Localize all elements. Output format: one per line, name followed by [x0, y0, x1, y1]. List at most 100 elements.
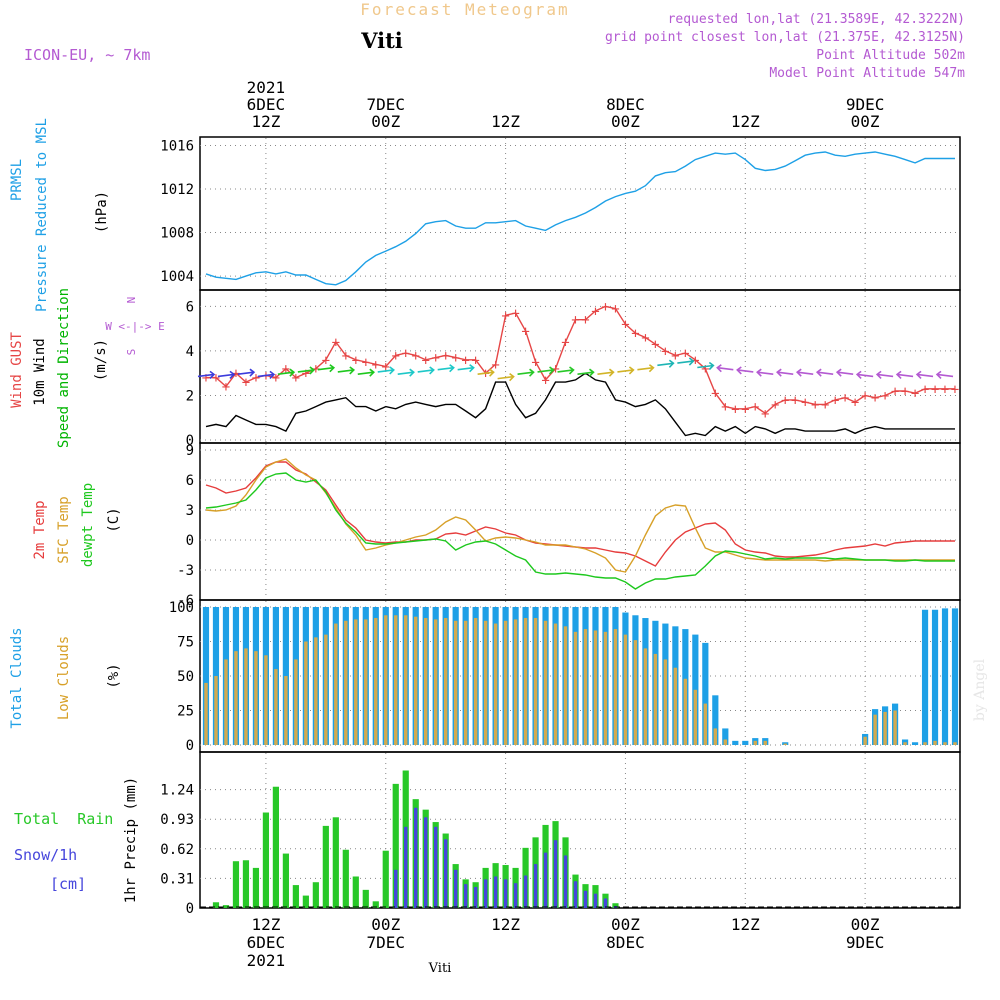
wind-direction-arrow-head: [915, 370, 922, 379]
wind-direction-arrow-head: [736, 366, 742, 375]
wind-direction-arrow: [217, 373, 235, 378]
wind-direction-arrow: [437, 366, 454, 371]
gust-marker: +: [741, 402, 749, 418]
wind-direction-arrow: [717, 366, 734, 371]
bar-low-clouds: [334, 623, 338, 745]
gust-marker: +: [402, 346, 410, 362]
clouds-unit: (%): [106, 663, 122, 688]
gust-marker: +: [222, 380, 230, 396]
bar-low-clouds: [873, 714, 877, 745]
temperature-ytick-label: -6: [177, 593, 194, 609]
model-label: ICON-EU, ~ 7km: [24, 46, 150, 64]
gust-marker: +: [931, 382, 939, 398]
bar-total-rain: [322, 825, 329, 908]
bar-snow-1h: [394, 869, 398, 908]
bottom-time-label: 00Z: [851, 915, 880, 934]
wind-direction-arrow: [357, 371, 374, 375]
bar-low-clouds: [274, 669, 278, 745]
bar-low-clouds: [673, 667, 678, 745]
gust-marker: +: [771, 397, 779, 413]
gust-marker: +: [491, 357, 499, 373]
top-time-label: 12Z: [251, 112, 280, 131]
top-time-label: 12Z: [731, 112, 760, 131]
wind-direction-arrow-head: [855, 370, 862, 379]
wind-direction-arrow-head: [229, 370, 236, 379]
temperature-frame: [199, 442, 961, 601]
wind-direction-arrow-head: [409, 368, 415, 377]
gust-marker: +: [461, 353, 469, 369]
pressure-label-prmsl: PRMSL: [9, 159, 25, 201]
bar-total-clouds: [911, 742, 919, 745]
gust-marker: +: [332, 335, 340, 351]
gust-marker: +: [891, 384, 899, 400]
bar-total-rain: [262, 812, 270, 908]
wind-direction-arrow-head: [776, 368, 782, 377]
wind-ytick-label: 2: [186, 388, 194, 404]
gust-marker: +: [232, 366, 240, 382]
top-time-label: 7DEC: [366, 95, 405, 114]
gust-marker: +: [851, 395, 859, 411]
gust-marker: +: [531, 355, 539, 371]
bar-snow-1h: [453, 869, 458, 908]
bar-low-clouds: [513, 619, 518, 745]
series-line-prmsl: [205, 151, 955, 286]
wind-direction-arrow: [617, 369, 634, 373]
wind-direction-arrow-head: [628, 366, 635, 375]
bottom-time-label: 9DEC: [846, 933, 885, 952]
bar-low-clouds: [763, 740, 767, 745]
gust-marker: +: [621, 317, 629, 333]
wind-gust-label: Wind GUST: [9, 332, 25, 408]
gust-marker: +: [272, 371, 280, 387]
bar-low-clouds: [613, 629, 618, 745]
wind-direction-arrow: [237, 371, 255, 375]
bar-low-clouds: [893, 710, 897, 745]
temperature-panel-labels: 2m Temp SFC Temp dewpt Temp (C): [32, 483, 122, 567]
gust-marker: +: [302, 366, 310, 382]
temperature-ytick-label: 3: [186, 503, 194, 519]
series-line-10m-wind: [205, 372, 955, 437]
bar-low-clouds: [783, 743, 787, 745]
gust-marker: +: [561, 335, 569, 351]
wind-direction-arrow-head: [509, 372, 515, 382]
bar-low-clouds: [244, 648, 248, 745]
wind-direction-arrow-head: [815, 368, 822, 377]
series-line-2m-temp: [205, 461, 955, 567]
panel-clouds: 0 25 50 75 100: [169, 599, 961, 754]
gust-marker: +: [431, 351, 439, 367]
compass-south: S: [125, 349, 138, 356]
wind-direction-arrow-head: [209, 370, 216, 379]
series-line-dewpt-temp: [205, 472, 955, 590]
bar-low-clouds: [543, 620, 548, 745]
bar-total-clouds: [732, 740, 739, 745]
wind-direction-arrow: [517, 371, 534, 375]
bar-snow-1h: [603, 898, 608, 908]
wind-direction-arrow-head: [935, 370, 942, 379]
wind-direction-arrow-head: [449, 364, 455, 373]
bar-low-clouds: [903, 742, 907, 745]
bar-low-clouds: [324, 634, 328, 745]
top-time-label: 8DEC: [606, 95, 645, 114]
bottom-time-label: 12Z: [731, 915, 760, 934]
bottom-time-label: 2021: [247, 951, 286, 970]
bar-low-clouds: [433, 619, 438, 745]
bar-low-clouds: [663, 659, 668, 745]
bar-low-clouds: [693, 689, 698, 745]
wind-direction-arrow-head: [269, 370, 276, 379]
gust-marker: +: [941, 382, 949, 398]
bar-total-rain: [362, 889, 369, 908]
bar-low-clouds: [923, 742, 927, 745]
gust-marker: +: [901, 384, 909, 400]
gust-marker: +: [511, 306, 519, 322]
clouds-panel-labels: Total Clouds Low Clouds (%): [9, 627, 122, 728]
requested-coords: requested lon,lat (21.3589E, 42.3222N): [668, 12, 965, 27]
bar-low-clouds: [264, 655, 268, 745]
wind-direction-arrow-head: [548, 366, 555, 375]
bar-low-clouds: [204, 682, 208, 745]
gust-marker: +: [701, 362, 709, 378]
bar-total-clouds: [202, 607, 210, 745]
wind-direction-arrow: [757, 371, 774, 375]
bar-low-clouds: [623, 634, 628, 745]
credit-watermark: by Angel: [972, 658, 988, 721]
gust-marker: +: [591, 304, 599, 320]
